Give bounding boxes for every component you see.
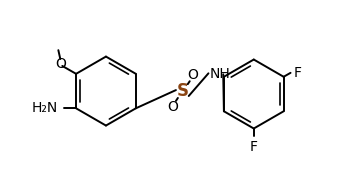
Text: O: O: [187, 68, 198, 82]
Text: F: F: [294, 66, 301, 80]
Text: S: S: [177, 82, 189, 100]
Text: NH: NH: [209, 67, 230, 81]
Text: F: F: [250, 140, 258, 154]
Text: O: O: [55, 57, 66, 71]
Text: O: O: [167, 100, 178, 114]
Text: H₂N: H₂N: [32, 101, 58, 115]
